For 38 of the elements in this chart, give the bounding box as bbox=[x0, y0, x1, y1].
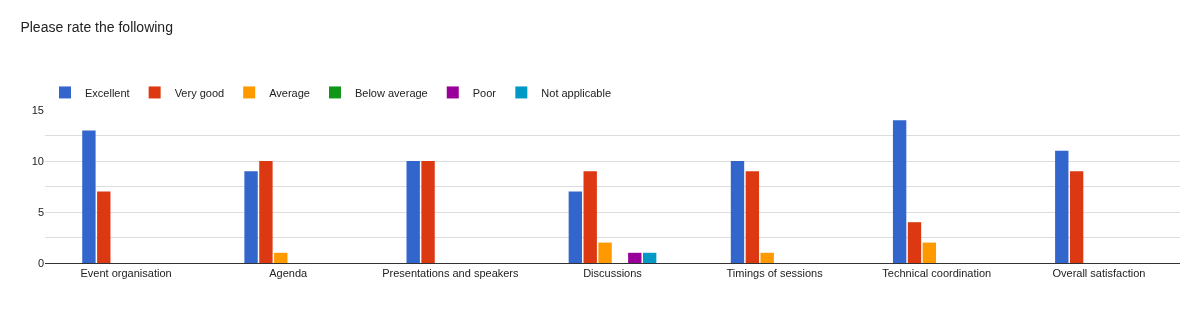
legend-label: Excellent bbox=[85, 86, 130, 99]
bar bbox=[244, 171, 258, 263]
legend-label: Very good bbox=[174, 86, 225, 99]
bar bbox=[760, 252, 774, 263]
bar bbox=[568, 191, 583, 263]
bar bbox=[406, 161, 420, 263]
y-tick-label: 5 bbox=[37, 205, 44, 218]
bar bbox=[642, 252, 657, 263]
bar bbox=[259, 161, 273, 263]
x-tick-label: Event organisation bbox=[80, 267, 172, 280]
bar bbox=[907, 222, 922, 263]
bar bbox=[730, 161, 745, 263]
x-tick-label: Timings of sessions bbox=[726, 267, 824, 280]
bar bbox=[97, 191, 111, 263]
bar bbox=[892, 120, 907, 263]
legend-label: Poor bbox=[472, 86, 497, 99]
legend-label: Average bbox=[269, 86, 310, 99]
bar bbox=[421, 161, 435, 263]
legend-label: Below average bbox=[354, 86, 428, 99]
x-tick-label: Overall satisfaction bbox=[1052, 267, 1146, 280]
y-tick-label: 15 bbox=[31, 103, 44, 116]
x-tick-label: Technical coordination bbox=[882, 267, 992, 280]
y-tick-label: 10 bbox=[31, 154, 44, 167]
chart-title: Please rate the following bbox=[20, 19, 173, 36]
bar bbox=[1055, 150, 1069, 263]
x-tick-label: Presentations and speakers bbox=[382, 267, 520, 280]
bar bbox=[628, 252, 642, 263]
legend-label: Not applicable bbox=[541, 86, 612, 99]
bar bbox=[583, 171, 597, 263]
bar bbox=[82, 130, 96, 263]
x-tick-label: Discussions bbox=[583, 267, 643, 280]
bar bbox=[598, 242, 612, 263]
bar bbox=[1069, 171, 1084, 263]
x-tick-label: Agenda bbox=[269, 267, 309, 280]
bar bbox=[745, 171, 760, 263]
bar bbox=[922, 242, 937, 263]
y-tick-label: 0 bbox=[37, 256, 44, 269]
bar bbox=[274, 252, 288, 263]
